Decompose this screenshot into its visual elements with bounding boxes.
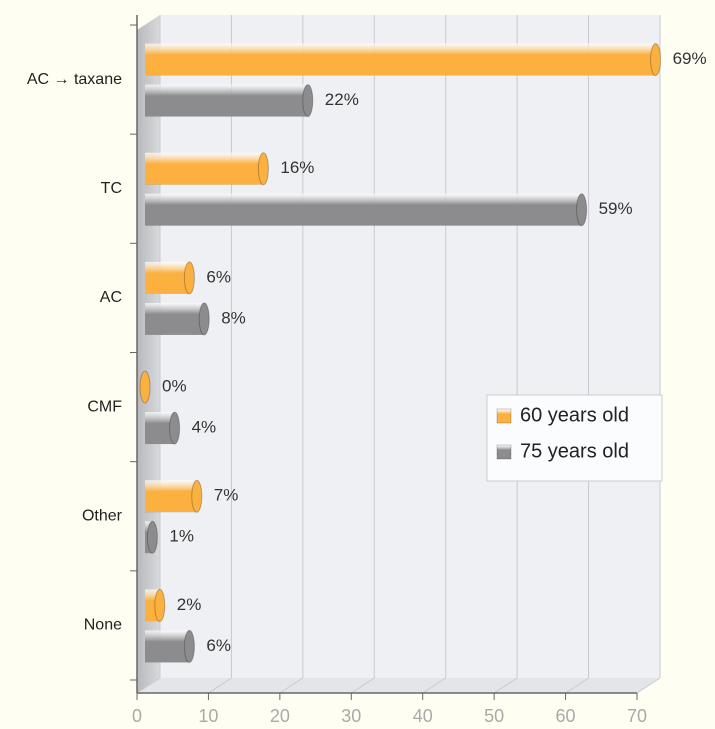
x-tick-label: 30 — [341, 706, 361, 726]
y-tick-label: AC — [100, 289, 122, 306]
legend-label: 60 years old — [520, 404, 629, 426]
bar-cap — [169, 411, 181, 445]
bar — [145, 84, 308, 117]
x-tick-label: 10 — [198, 706, 218, 726]
x-tick-label: 70 — [627, 706, 647, 726]
bar — [145, 43, 656, 76]
bar-cap — [146, 520, 158, 554]
data-label: 69% — [673, 49, 707, 68]
grid-line — [565, 677, 589, 694]
grid-line — [136, 677, 161, 694]
grid-line — [493, 677, 518, 694]
grid-line — [636, 677, 661, 694]
y-tick-label: None — [84, 617, 122, 634]
floor — [137, 678, 660, 693]
grid-line — [351, 677, 375, 694]
legend — [486, 394, 663, 482]
bar-cap — [650, 43, 662, 77]
bar-cap — [302, 84, 314, 118]
bar — [145, 152, 264, 185]
data-label: 6% — [206, 636, 231, 655]
bar — [145, 193, 582, 226]
grid-line — [208, 677, 232, 694]
x-tick-label: 0 — [132, 706, 142, 726]
bar — [145, 261, 190, 294]
bar-cap — [257, 152, 269, 186]
x-tick-label: 20 — [270, 706, 290, 726]
bar-cap — [191, 479, 203, 513]
back-wall — [160, 15, 660, 678]
data-label: 4% — [192, 418, 217, 437]
x-tick-label: 60 — [556, 706, 576, 726]
data-label: 2% — [177, 595, 202, 614]
bar — [145, 630, 190, 663]
grid-line — [279, 677, 304, 694]
bar-cap — [183, 629, 195, 663]
data-label: 7% — [214, 486, 239, 505]
bar — [145, 480, 197, 513]
legend-swatch — [496, 444, 512, 460]
bar-cap — [198, 302, 210, 336]
y-tick-label: Other — [82, 507, 123, 524]
bar-cap — [183, 261, 195, 295]
legend-swatch — [496, 408, 512, 424]
x-tick-label: 40 — [413, 706, 433, 726]
bar-cap — [154, 588, 166, 622]
data-label: 1% — [169, 527, 194, 546]
bar — [145, 302, 205, 335]
x-tick-label: 50 — [484, 706, 504, 726]
data-label: 8% — [221, 308, 246, 327]
grid-line — [422, 677, 446, 694]
y-tick-label: TC — [101, 180, 122, 197]
data-label: 16% — [280, 158, 314, 177]
data-label: 59% — [599, 199, 633, 218]
data-label: 0% — [162, 377, 187, 396]
bar-cap — [139, 370, 151, 404]
bar-cap — [576, 193, 588, 227]
data-label: 6% — [206, 267, 231, 286]
y-tick-label: CMF — [87, 398, 122, 415]
y-tick-label: AC → taxane — [27, 71, 122, 88]
data-label: 22% — [325, 90, 359, 109]
legend-label: 75 years old — [520, 440, 629, 462]
